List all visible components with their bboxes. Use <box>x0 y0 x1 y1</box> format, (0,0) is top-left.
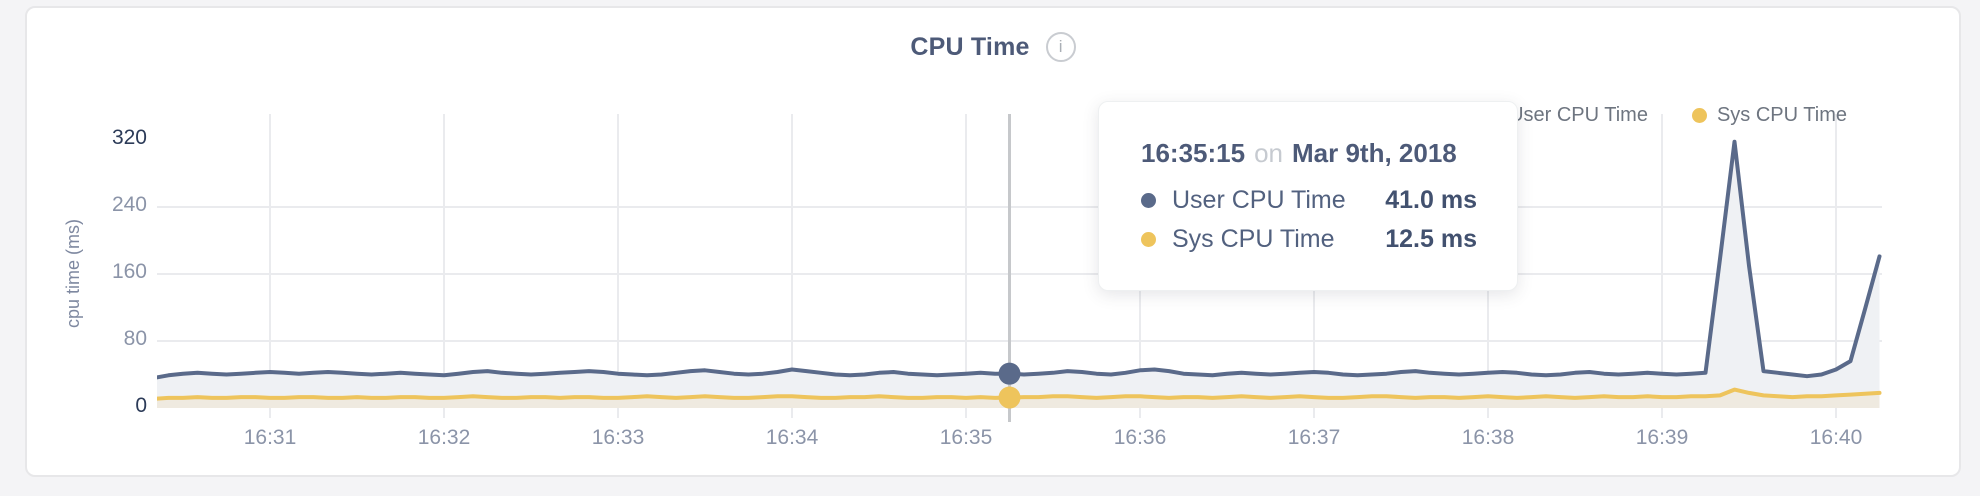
y-tick-label: 320 <box>111 126 147 149</box>
x-tick-label: 16:39 <box>1635 426 1689 449</box>
y-tick-label: 0 <box>135 394 147 417</box>
tooltip-row-sys: Sys CPU Time 12.5 ms <box>1141 220 1477 259</box>
legend-label: User CPU Time <box>1509 104 1648 126</box>
chart-legend: User CPU Time Sys CPU Time <box>1484 104 1847 127</box>
legend-item-sys-cpu-time[interactable]: Sys CPU Time <box>1691 104 1847 127</box>
tooltip-timestamp: 16:35:15 on Mar 9th, 2018 <box>1141 138 1477 169</box>
x-tick-label: 16:38 <box>1461 426 1515 449</box>
user-series-dot-icon <box>1141 193 1156 208</box>
tooltip-series-label: User CPU Time <box>1172 186 1346 214</box>
x-tick-label: 16:37 <box>1287 426 1341 449</box>
tooltip-time: 16:35:15 <box>1141 138 1246 168</box>
chart-tooltip: 16:35:15 on Mar 9th, 2018 User CPU Time 41… <box>1098 101 1518 291</box>
y-tick-label: 160 <box>111 260 147 283</box>
x-tick-label: 16:31 <box>243 426 297 449</box>
x-tick-label: 16:32 <box>417 426 471 449</box>
sys-highlight-dot <box>998 386 1021 409</box>
y-tick-label: 240 <box>111 193 147 216</box>
tooltip-series-value: 41.0 ms <box>1385 186 1477 214</box>
user-cpu-line <box>157 139 1882 380</box>
tooltip-row-user: User CPU Time 41.0 ms <box>1141 181 1477 220</box>
legend-label: Sys CPU Time <box>1716 104 1847 126</box>
y-tick-label: 80 <box>123 327 147 350</box>
chart-header: CPU Time i <box>27 32 1959 62</box>
x-tick-label: 16:40 <box>1809 426 1863 449</box>
x-tick-label: 16:34 <box>765 426 819 449</box>
sys-series-dot-icon <box>1141 232 1156 247</box>
info-icon[interactable]: i <box>1045 32 1076 62</box>
user-highlight-dot <box>998 362 1021 385</box>
tooltip-conjunction: on <box>1254 138 1283 168</box>
tooltip-series-label: Sys CPU Time <box>1172 225 1335 253</box>
tooltip-series-value: 12.5 ms <box>1385 225 1477 253</box>
cpu-time-chart[interactable] <box>157 108 1882 428</box>
x-tick-label: 16:35 <box>939 426 993 449</box>
tooltip-date: Mar 9th, 2018 <box>1292 138 1457 168</box>
chart-title: CPU Time <box>910 32 1030 61</box>
x-tick-label: 16:36 <box>1113 426 1167 449</box>
user-cpu-area <box>157 141 1880 408</box>
cpu-time-card: CPU Time i User CPU Time Sys CPU Time cp… <box>25 6 1961 477</box>
x-tick-label: 16:33 <box>591 426 645 449</box>
sys-series-dot-icon <box>1691 108 1707 123</box>
